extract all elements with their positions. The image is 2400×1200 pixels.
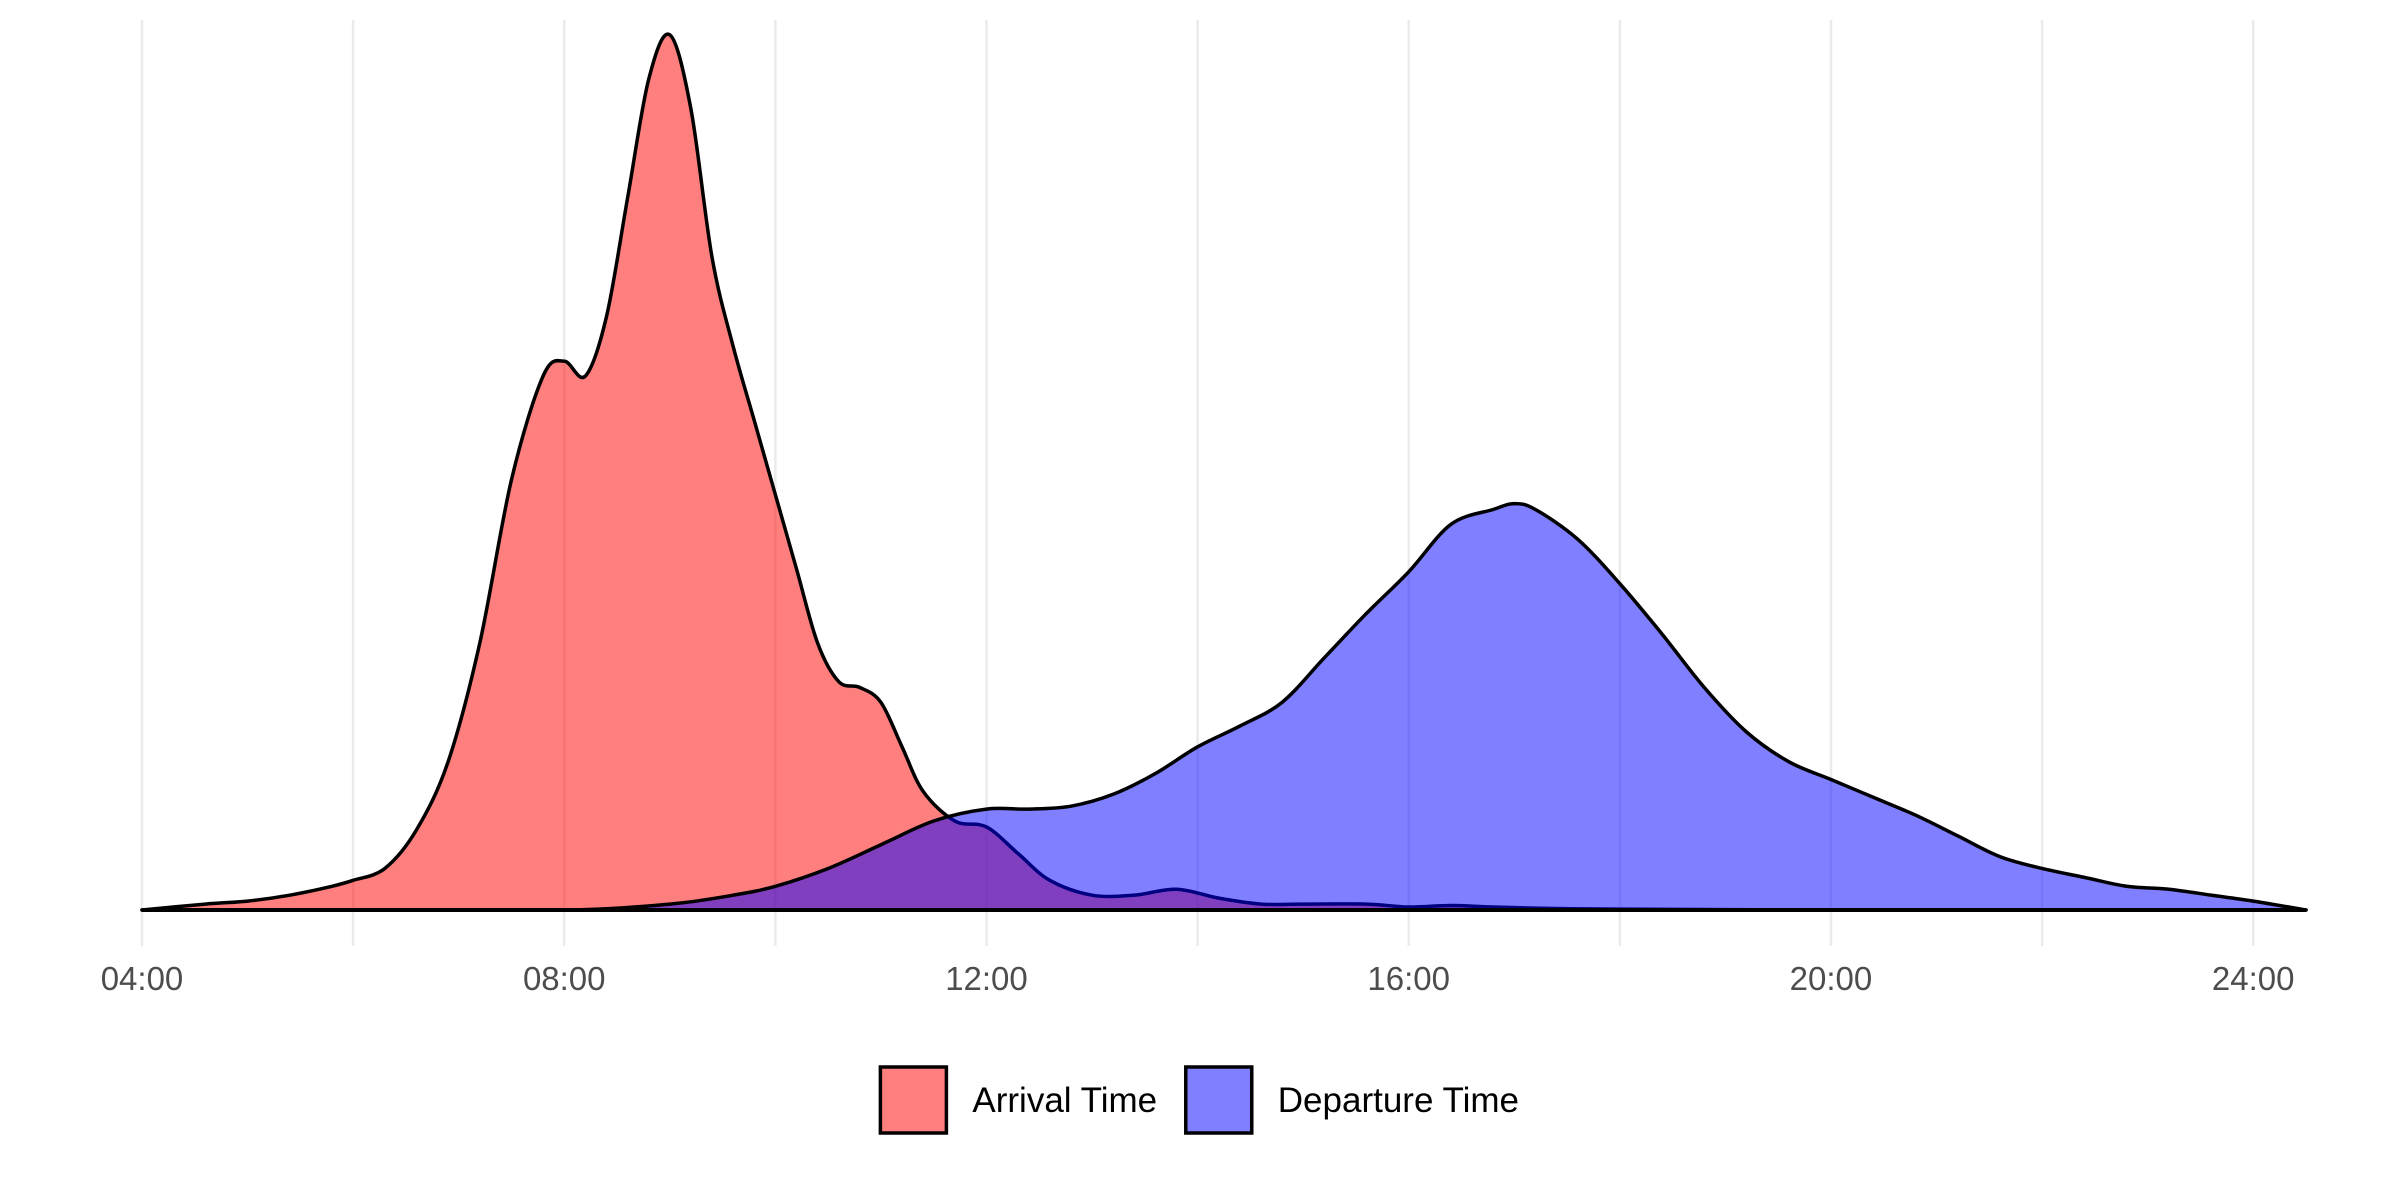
x-tick-label: 24:00 [2212, 960, 2295, 997]
grid-layer [140, 20, 2255, 946]
legend-item-arrival-time: Arrival Time [878, 1065, 1157, 1135]
legend-label-departure-time: Departure Time [1278, 1081, 1519, 1120]
legend: Arrival Time Departure Time [878, 1065, 1519, 1135]
legend-label-arrival-time: Arrival Time [972, 1081, 1157, 1120]
density-area-departure-time [140, 501, 2308, 912]
x-tick-label: 20:00 [1790, 960, 1873, 997]
x-tick-label: 12:00 [945, 960, 1028, 997]
x-axis: 04:00 08:00 12:00 16:00 20:00 24:00 [101, 960, 2295, 997]
legend-key-departure-time [1184, 1065, 1254, 1135]
x-tick-label: 16:00 [1367, 960, 1450, 997]
legend-key-arrival-time [878, 1065, 949, 1135]
series-layer [140, 32, 2308, 912]
legend-item-departure-time: Departure Time [1184, 1065, 1519, 1135]
x-tick-label: 08:00 [523, 960, 606, 997]
x-tick-label: 04:00 [101, 960, 184, 997]
